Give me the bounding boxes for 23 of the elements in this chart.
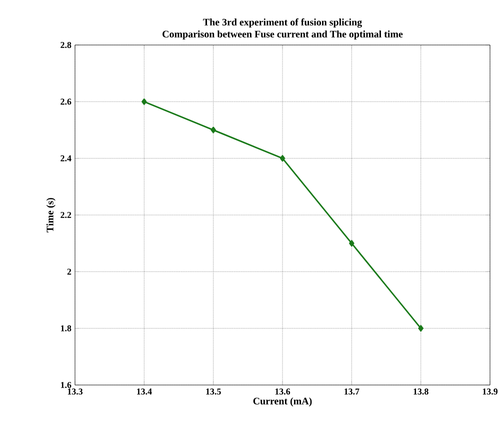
y-tick-label: 1.6 xyxy=(60,382,72,388)
x-tick-label: 13.4 xyxy=(137,388,152,395)
y-tick-label: 2.2 xyxy=(60,212,72,218)
y-tick-label: 2.6 xyxy=(60,98,72,105)
point xyxy=(210,126,216,134)
y-tick-label: 2 xyxy=(67,268,72,275)
y-tick-label: 2.8 xyxy=(60,42,72,48)
x-tick-label: 13.3 xyxy=(68,388,83,395)
x-tick-label: 13.8 xyxy=(414,388,428,395)
x-tick-label: 13.6 xyxy=(275,388,290,395)
x-tick-label: 13.9 xyxy=(482,388,498,395)
point xyxy=(349,240,354,247)
x-tick-label: 13.7 xyxy=(344,388,360,395)
point xyxy=(142,98,147,105)
point xyxy=(418,325,424,332)
x-tick-label: 13.5 xyxy=(206,388,221,395)
chart-title: The 3rd experiment of fusion splicing xyxy=(203,18,362,28)
y-axis-title: Time (s) xyxy=(46,198,56,232)
y-tick-label: 2.4 xyxy=(60,155,72,162)
y-tick-label: 1.8 xyxy=(60,325,72,332)
chart-subtitle: Comparison between Fuse current and The optimal time xyxy=(162,30,403,40)
point xyxy=(280,155,286,162)
x-axis-title: Current (mA) xyxy=(253,397,312,406)
